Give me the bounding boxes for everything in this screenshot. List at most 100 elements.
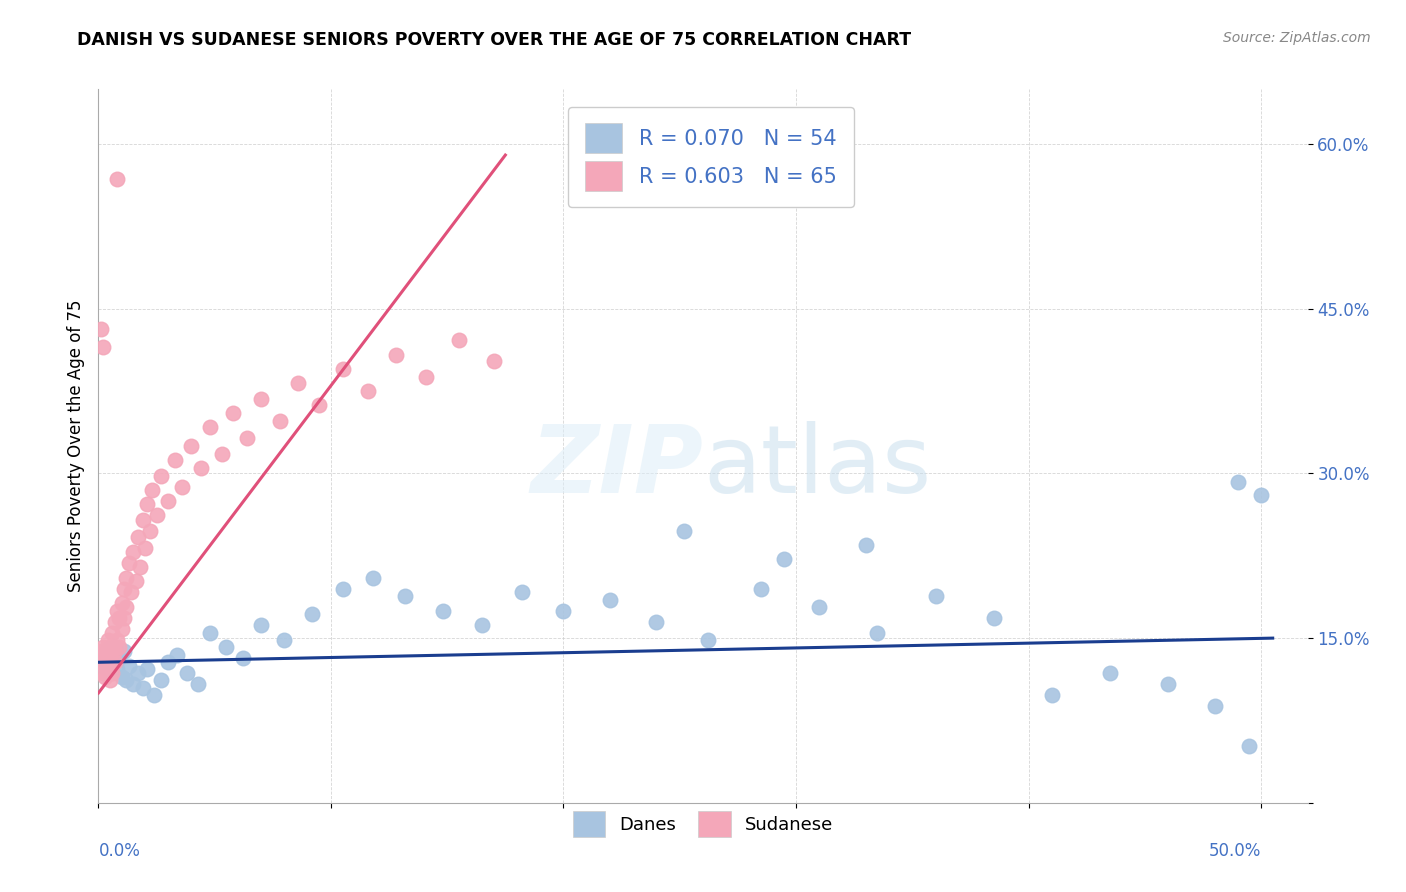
Point — [118, 658, 141, 673]
Point — [357, 384, 380, 398]
Point — [308, 398, 330, 412]
Text: 0.0%: 0.0% — [98, 842, 141, 860]
Point — [1250, 488, 1272, 502]
Point — [91, 666, 114, 681]
Point — [134, 541, 156, 555]
Point — [120, 585, 142, 599]
Point — [91, 658, 114, 673]
Point — [773, 552, 796, 566]
Point — [141, 483, 163, 497]
Point — [157, 494, 180, 508]
Point — [222, 406, 245, 420]
Y-axis label: Seniors Poverty Over the Age of 75: Seniors Poverty Over the Age of 75 — [66, 300, 84, 592]
Point — [98, 673, 121, 687]
Point — [111, 623, 134, 637]
Point — [136, 662, 159, 676]
Point — [180, 439, 202, 453]
Point — [432, 604, 454, 618]
Point — [131, 681, 153, 695]
Point — [301, 607, 323, 621]
Point — [105, 662, 128, 676]
Point — [108, 651, 131, 665]
Point — [273, 633, 295, 648]
Text: atlas: atlas — [703, 421, 931, 514]
Point — [111, 669, 134, 683]
Point — [94, 658, 117, 673]
Point — [250, 618, 273, 632]
Point — [90, 644, 112, 658]
Point — [673, 524, 696, 538]
Point — [104, 644, 127, 658]
Point — [187, 677, 209, 691]
Point — [808, 600, 831, 615]
Point — [104, 640, 127, 654]
Point — [145, 508, 167, 523]
Point — [112, 644, 135, 658]
Point — [1098, 666, 1121, 681]
Point — [108, 611, 131, 625]
Point — [150, 673, 173, 687]
Point — [172, 480, 194, 494]
Point — [157, 655, 180, 669]
Point — [855, 538, 877, 552]
Point — [131, 512, 153, 526]
Point — [1040, 688, 1063, 702]
Point — [269, 414, 291, 428]
Point — [1204, 699, 1226, 714]
Point — [122, 677, 145, 691]
Legend: Danes, Sudanese: Danes, Sudanese — [565, 804, 841, 844]
Text: ZIP: ZIP — [530, 421, 703, 514]
Point — [90, 655, 112, 669]
Point — [105, 172, 128, 186]
Point — [236, 431, 259, 445]
Point — [97, 644, 120, 658]
Point — [866, 625, 889, 640]
Point — [108, 640, 131, 654]
Point — [415, 369, 437, 384]
Point — [361, 571, 384, 585]
Point — [127, 530, 149, 544]
Point — [1239, 739, 1261, 753]
Point — [101, 658, 124, 673]
Point — [176, 666, 198, 681]
Point — [482, 354, 505, 368]
Point — [198, 625, 221, 640]
Point — [90, 648, 112, 662]
Point — [91, 340, 114, 354]
Point — [115, 571, 138, 585]
Point — [94, 669, 117, 683]
Point — [138, 524, 160, 538]
Text: DANISH VS SUDANESE SENIORS POVERTY OVER THE AGE OF 75 CORRELATION CHART: DANISH VS SUDANESE SENIORS POVERTY OVER … — [77, 31, 911, 49]
Point — [97, 662, 120, 676]
Point — [250, 392, 273, 406]
Point — [645, 615, 668, 629]
Point — [115, 673, 138, 687]
Point — [105, 633, 128, 648]
Point — [983, 611, 1005, 625]
Point — [696, 633, 718, 648]
Point — [111, 596, 134, 610]
Point — [924, 590, 946, 604]
Point — [104, 655, 127, 669]
Point — [101, 655, 124, 669]
Point — [101, 625, 124, 640]
Point — [98, 666, 121, 681]
Point — [91, 640, 114, 654]
Point — [122, 545, 145, 559]
Point — [150, 468, 173, 483]
Point — [394, 590, 416, 604]
Point — [190, 461, 212, 475]
Point — [165, 453, 187, 467]
Point — [112, 611, 135, 625]
Point — [749, 582, 772, 596]
Point — [118, 557, 141, 571]
Point — [553, 604, 575, 618]
Point — [90, 321, 112, 335]
Point — [198, 420, 221, 434]
Text: Source: ZipAtlas.com: Source: ZipAtlas.com — [1223, 31, 1371, 45]
Point — [98, 640, 121, 654]
Point — [136, 497, 159, 511]
Point — [112, 582, 135, 596]
Point — [287, 376, 309, 391]
Point — [97, 642, 120, 657]
